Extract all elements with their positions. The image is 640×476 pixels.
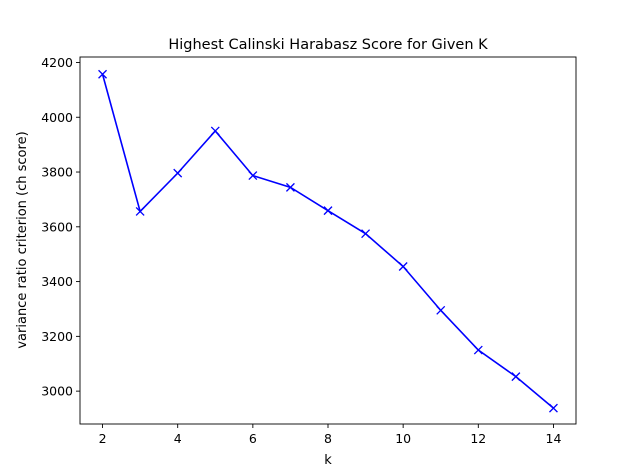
data-point	[323, 206, 333, 216]
series-markers	[98, 69, 558, 413]
y-axis-label: variance ratio criterion (ch score)	[15, 131, 30, 348]
data-point	[548, 403, 558, 413]
y-axis-ticks: 3000 3200 3400 3600 3800 4000 4200	[41, 55, 80, 399]
chart-title: Highest Calinski Harabasz Score for Give…	[168, 37, 488, 53]
x-tick-label: 14	[546, 431, 562, 446]
x-axis-label: k	[324, 453, 332, 468]
x-tick-label: 8	[324, 431, 332, 446]
y-tick-label: 3800	[41, 165, 73, 180]
y-tick-label: 3200	[41, 329, 73, 344]
y-tick-label: 3600	[41, 219, 73, 234]
x-tick-label: 12	[470, 431, 486, 446]
data-point	[248, 171, 258, 181]
x-tick-label: 2	[99, 431, 107, 446]
y-tick-label: 4000	[41, 110, 73, 125]
y-tick-label: 3400	[41, 274, 73, 289]
data-point	[361, 229, 371, 239]
data-point	[98, 69, 108, 79]
data-point	[135, 207, 145, 216]
data-point	[398, 262, 408, 271]
data-point	[173, 168, 183, 178]
x-tick-label: 10	[395, 431, 411, 446]
x-axis-ticks: 2 4 6 8 10 12 14	[99, 424, 562, 446]
data-point	[473, 345, 483, 355]
plot-frame	[79, 56, 577, 425]
data-point	[511, 372, 521, 382]
data-point	[210, 126, 220, 136]
y-tick-label: 3000	[41, 384, 73, 399]
y-tick-label: 4200	[41, 55, 73, 70]
x-tick-label: 4	[174, 431, 182, 446]
x-tick-label: 6	[249, 431, 257, 446]
data-point	[285, 182, 295, 192]
data-point	[436, 305, 446, 315]
